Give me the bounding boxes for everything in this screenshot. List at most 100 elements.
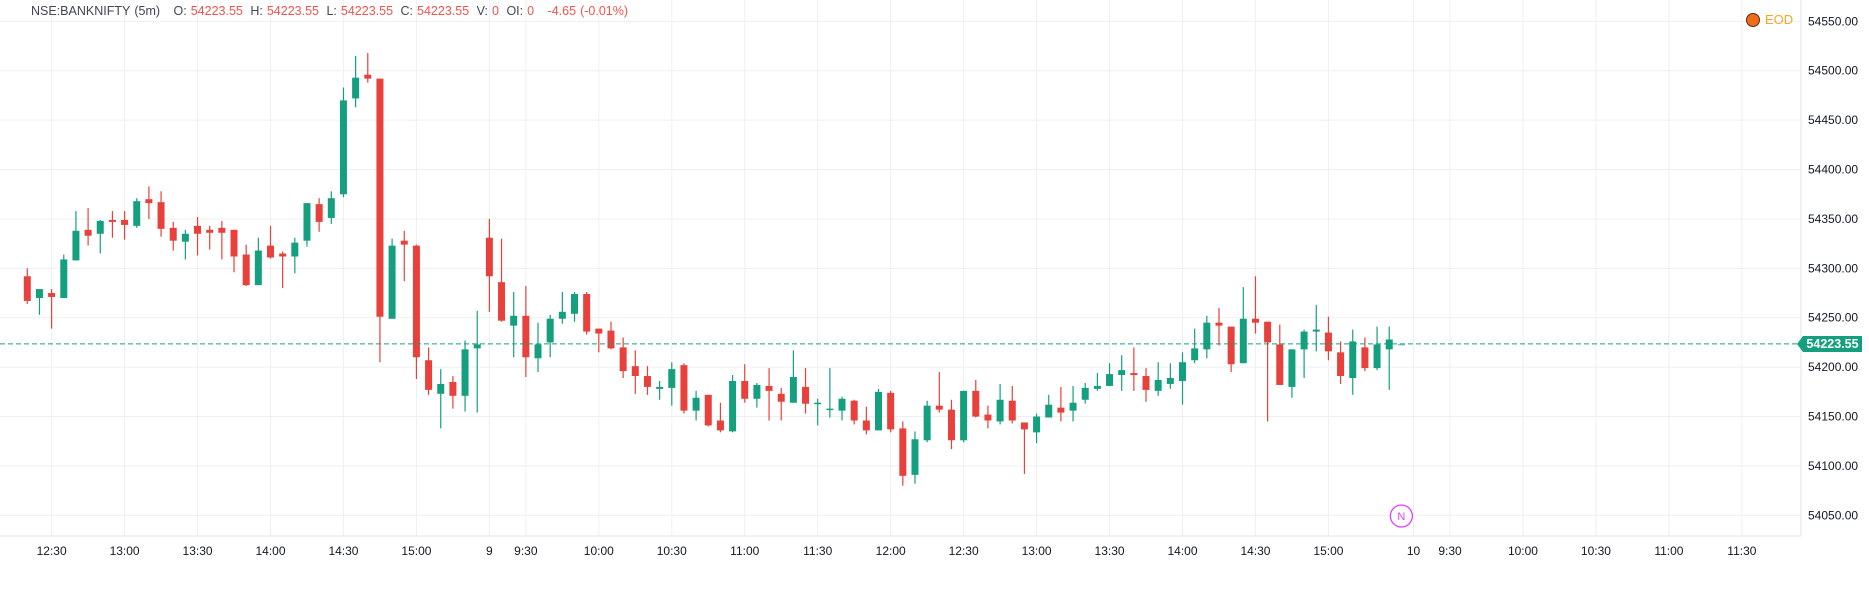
candle-body xyxy=(583,294,591,332)
candle xyxy=(437,369,445,429)
volume-value: 0 xyxy=(492,4,499,18)
candle-body xyxy=(242,254,250,286)
candle-body xyxy=(850,400,858,421)
candle xyxy=(1361,337,1369,372)
candle-body xyxy=(631,366,639,377)
candle-body xyxy=(643,376,651,387)
oi-label: OI: xyxy=(506,4,524,18)
candle-body xyxy=(1166,378,1174,384)
candle xyxy=(875,388,882,431)
candle xyxy=(753,382,761,408)
candle xyxy=(1385,326,1393,390)
candle xyxy=(1154,362,1162,396)
candle xyxy=(814,398,822,426)
price-axis[interactable]: 54550.00 54500.00 54450.00 54400.00 54350.00… xyxy=(1800,0,1858,536)
candle xyxy=(789,350,797,403)
price-tick-label: 54100.00 xyxy=(1808,459,1858,473)
candle xyxy=(412,244,420,380)
candle xyxy=(449,376,457,409)
candle-body xyxy=(716,420,724,431)
candle-body xyxy=(1264,321,1272,343)
candle xyxy=(169,221,177,251)
news-event-marker[interactable]: N xyxy=(1389,504,1414,528)
price-tick-label: 54150.00 xyxy=(1808,410,1858,424)
news-marker-circle[interactable] xyxy=(1389,504,1414,528)
candle-body xyxy=(1203,322,1211,350)
candle xyxy=(279,251,287,289)
candle xyxy=(656,380,664,400)
candle xyxy=(984,405,992,429)
candle-body xyxy=(680,365,688,411)
candle xyxy=(1288,349,1296,398)
candle xyxy=(923,400,931,443)
candle xyxy=(60,254,68,298)
interval: (5m) xyxy=(134,4,161,18)
candle-body xyxy=(984,414,992,421)
candle xyxy=(680,363,688,414)
candle xyxy=(862,406,870,435)
candle-body xyxy=(1045,404,1053,418)
price-tick-label: 54350.00 xyxy=(1808,212,1858,226)
eod-badge[interactable]: EOD xyxy=(1746,12,1793,27)
candle xyxy=(133,198,141,228)
time-tick-label: 10:30 xyxy=(1581,544,1611,558)
candle xyxy=(291,237,299,274)
candle xyxy=(96,219,104,254)
candle xyxy=(1093,373,1101,391)
candle xyxy=(887,390,895,433)
candle-body xyxy=(473,344,481,349)
candle-body xyxy=(60,259,68,298)
symbol-name[interactable]: NSE:BANKNIFTY xyxy=(31,4,131,18)
candle-body xyxy=(315,204,323,222)
candle xyxy=(716,402,724,433)
candle-body xyxy=(1033,416,1041,433)
candle-body xyxy=(1324,332,1332,352)
candle-body xyxy=(1251,318,1259,323)
candle xyxy=(376,78,384,363)
candle xyxy=(1142,368,1150,402)
candle xyxy=(631,350,639,394)
candle-body xyxy=(765,385,773,391)
candle-body xyxy=(1142,376,1150,390)
candle-body xyxy=(157,202,165,229)
candle xyxy=(1020,422,1028,474)
candle-body xyxy=(218,227,226,233)
candle-body xyxy=(279,253,287,257)
symbol-legend[interactable]: NSE:BANKNIFTY (5m) O: 54223.55 H: 54223.55 … xyxy=(31,4,632,18)
candle-body xyxy=(437,383,445,394)
candle xyxy=(267,225,274,259)
candle xyxy=(425,347,433,395)
candle xyxy=(352,55,360,108)
candle-body xyxy=(485,237,493,277)
candle-body xyxy=(425,360,433,390)
candle-body xyxy=(339,100,347,195)
time-tick-label: 9 xyxy=(486,544,493,558)
candle-body xyxy=(546,318,554,343)
candle-body xyxy=(23,276,31,301)
candle xyxy=(1166,363,1174,389)
candle xyxy=(947,399,955,450)
time-tick-label: 14:30 xyxy=(328,544,358,558)
candle-body xyxy=(668,369,676,388)
candle xyxy=(802,368,810,414)
candle-body xyxy=(510,315,518,326)
time-tick-label: 15:00 xyxy=(401,544,431,558)
candle-body xyxy=(1337,352,1345,377)
candle xyxy=(522,286,530,378)
candle-body xyxy=(449,381,457,396)
candle-body xyxy=(84,229,92,236)
candle xyxy=(704,394,712,427)
time-axis[interactable]: 12:30 13:00 13:30 14:00 14:30 15:00 9 9:30 10:00… xyxy=(0,535,1801,558)
candle-body xyxy=(388,245,396,319)
candle-body xyxy=(498,282,506,321)
candle xyxy=(1373,326,1381,371)
candle xyxy=(1191,328,1199,364)
candle-body xyxy=(1276,344,1284,385)
volume-label: V: xyxy=(476,4,489,18)
candle xyxy=(1324,316,1332,361)
price-tick-label: 54300.00 xyxy=(1808,261,1858,275)
candle xyxy=(339,87,347,198)
candle xyxy=(230,229,238,273)
status-dot-icon xyxy=(1746,12,1760,27)
